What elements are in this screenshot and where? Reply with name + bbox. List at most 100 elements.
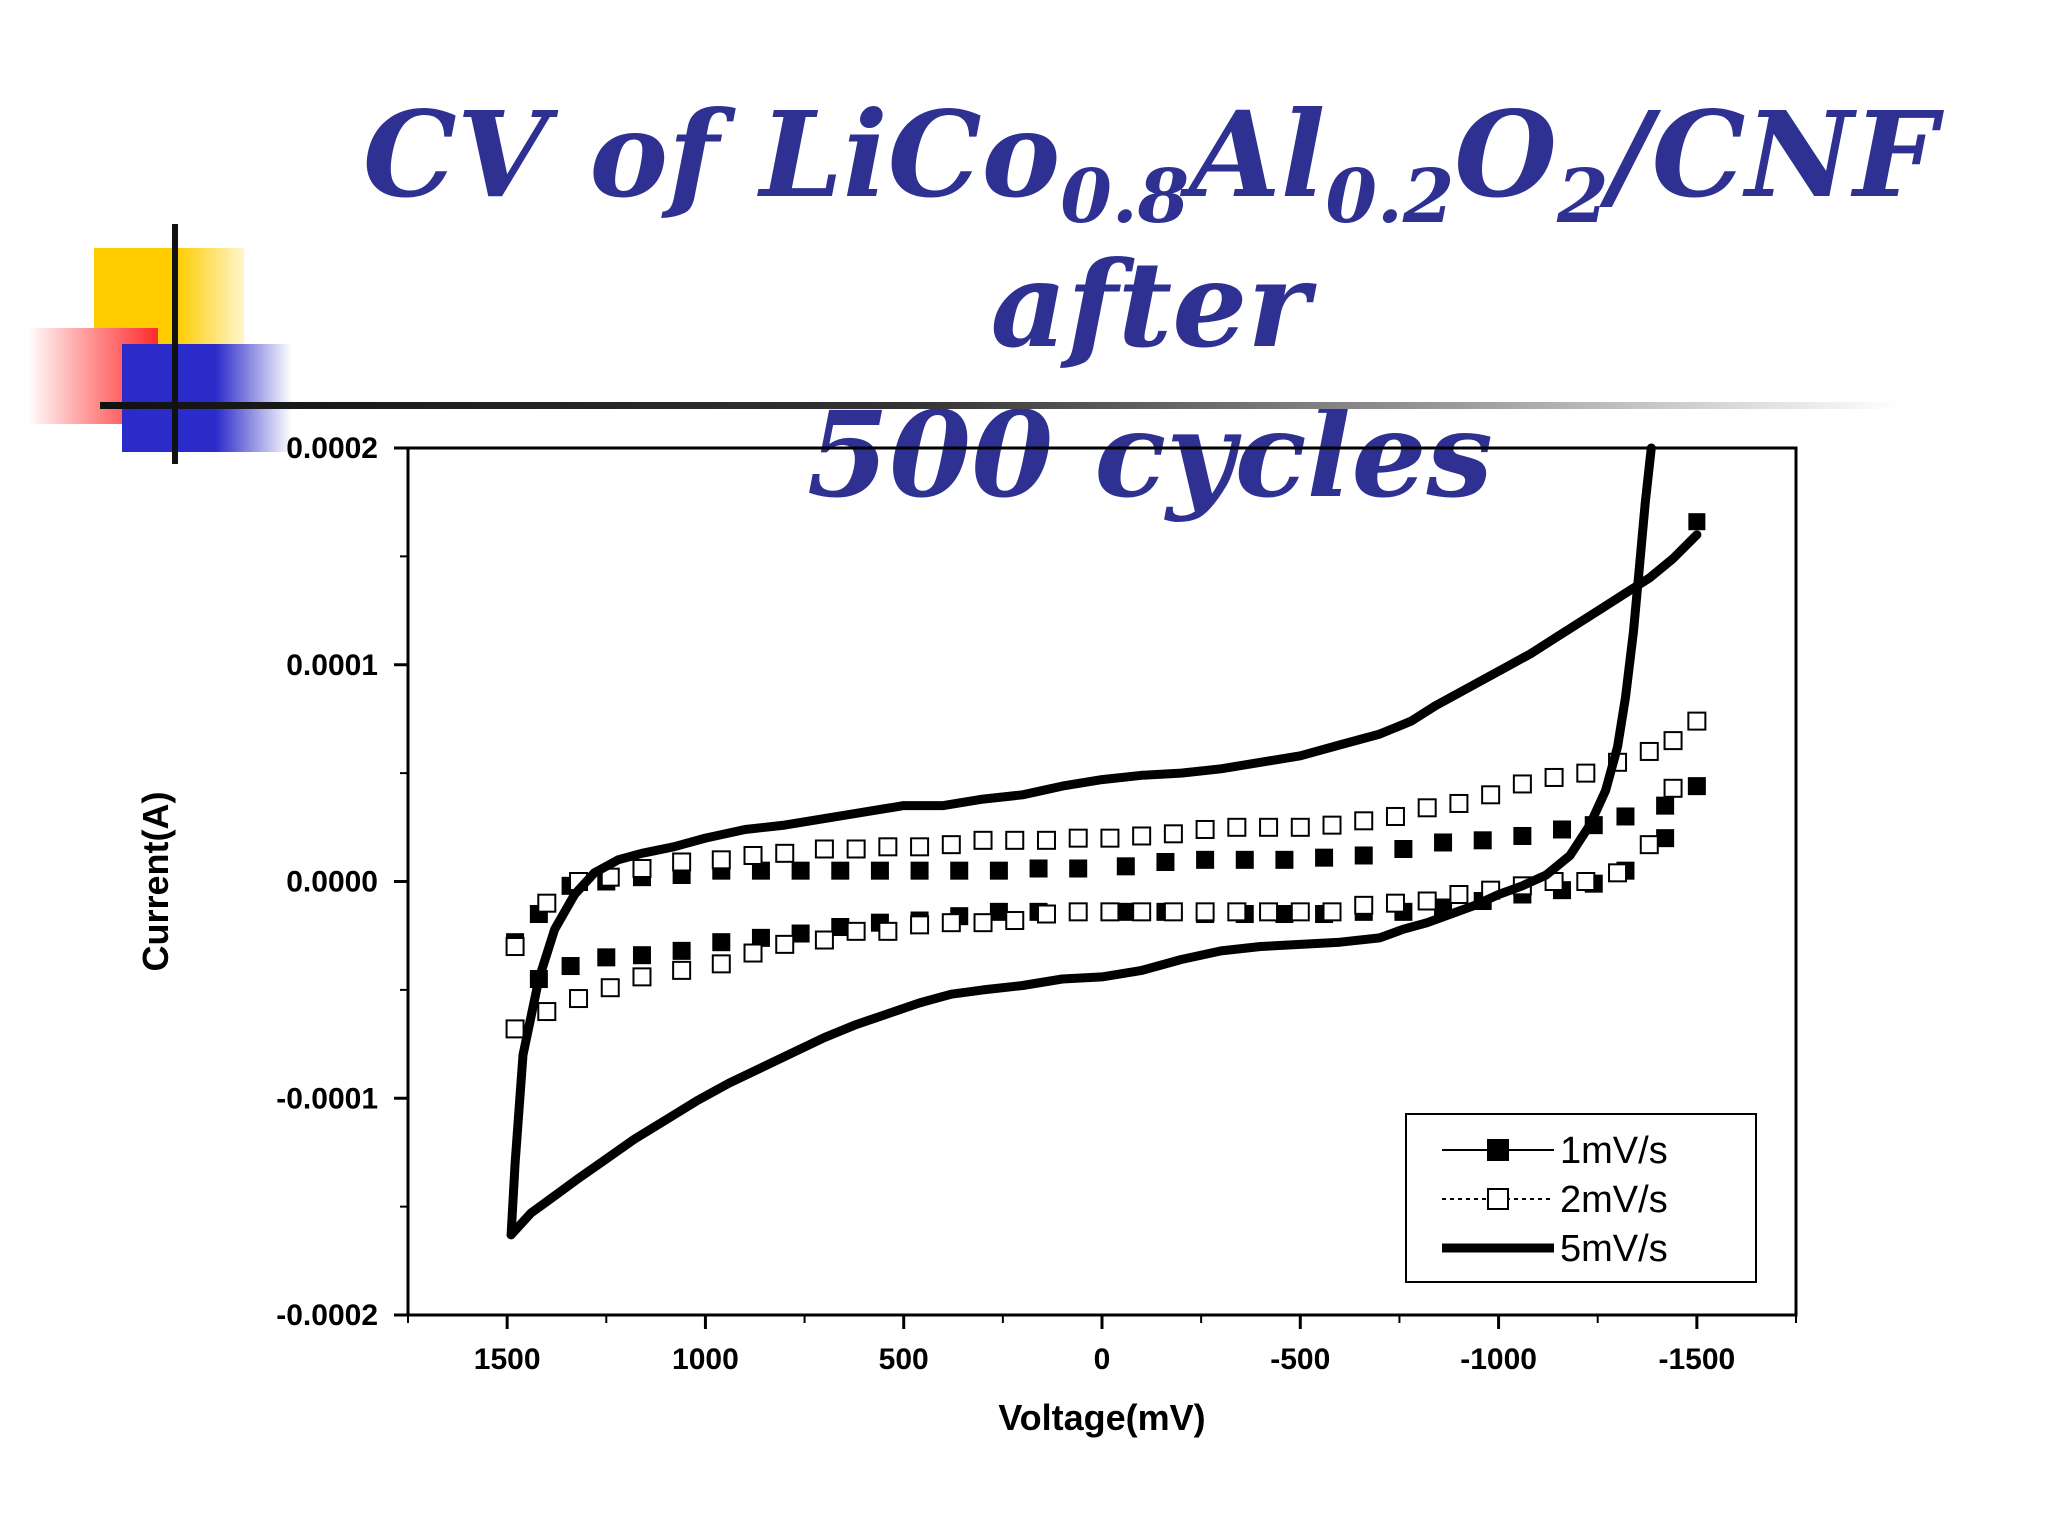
title-text-1: CV of LiCo [362,85,1061,224]
x-tick-label: -1000 [1460,1343,1537,1376]
x-tick-label: 1500 [474,1343,541,1376]
data-point [1100,828,1120,848]
data-point [1544,767,1564,787]
data-point [1513,826,1532,845]
y-tick-label: -0.0002 [276,1299,378,1332]
data-point [1354,846,1373,865]
data-point [910,861,929,880]
data-point [632,858,652,878]
series-line-upper [506,530,1702,1240]
data-point [1473,831,1492,850]
data-point [1385,893,1405,913]
data-point [597,948,616,967]
legend-label: 2mV/s [1560,1179,1668,1221]
y-axis: 0.0002 0.0001 0.0000 -0.0001 -0.0002 [276,432,408,1332]
title-subscript-1: 0.8 [1060,153,1190,240]
legend-label: 1mV/s [1560,1130,1668,1172]
data-point [1235,850,1254,869]
data-point [1036,904,1056,924]
data-point [711,954,731,974]
data-point [910,837,930,857]
data-point [1656,829,1675,848]
y-tick-label: -0.0001 [276,1082,378,1115]
data-point [1417,798,1437,818]
series-layer [505,443,1707,1240]
data-point [1512,774,1532,794]
data-point [1005,830,1025,850]
data-point [1663,731,1683,751]
data-point [672,852,692,872]
series-5mV/s [506,443,1702,1240]
legend-item: 5mV/s [1442,1228,1668,1270]
data-point [505,1019,525,1039]
data-point [1616,807,1635,826]
x-axis-title: Voltage(mV) [998,1397,1205,1438]
data-point [1029,859,1048,878]
data-point [1036,830,1056,850]
data-point [1068,902,1088,922]
data-point [1639,835,1659,855]
x-tick-label: 1000 [672,1343,739,1376]
data-point [941,913,961,933]
title-text-2: Al [1189,85,1326,224]
data-point [1156,852,1175,871]
data-point [1322,815,1342,835]
x-tick-label: 500 [879,1343,929,1376]
legend-item: 1mV/s [1442,1130,1668,1172]
data-point [561,957,580,976]
data-point [1608,863,1628,883]
decor-blue-square [122,344,292,452]
data-point [775,934,795,954]
data-point [878,921,898,941]
data-point [1315,848,1334,867]
data-point [1687,711,1707,731]
data-point [1354,895,1374,915]
data-point [791,924,810,943]
data-point [1116,857,1135,876]
data-point [1227,902,1247,922]
data-point [632,946,651,965]
data-point [672,960,692,980]
data-point [632,967,652,987]
data-point [1259,902,1279,922]
data-point [989,861,1008,880]
legend-swatch-marker [1487,1188,1509,1210]
data-point [973,830,993,850]
data-point [1688,513,1706,531]
data-point [1290,817,1310,837]
data-point [1163,902,1183,922]
data-point [1068,828,1088,848]
data-point [814,930,834,950]
decor-horizontal-rule [100,402,1900,409]
data-point [1069,859,1088,878]
data-point [1394,839,1413,858]
data-point [1553,820,1572,839]
data-point [1576,872,1596,891]
data-point [846,921,866,941]
data-point [1434,833,1453,852]
x-tick-label: 0 [1094,1343,1111,1376]
y-tick-label: 0.0001 [286,649,378,682]
title-text-4: /CNF after [990,85,1938,374]
legend-item: 2mV/s [1442,1179,1668,1221]
data-point [1656,796,1675,815]
data-point [1449,793,1469,813]
data-point [1663,778,1683,798]
data-point [1385,806,1405,826]
data-point [941,835,961,855]
legend-label: 5mV/s [1560,1228,1668,1270]
data-point [1227,817,1247,837]
data-point [791,861,810,880]
data-point [1163,824,1183,844]
data-point [600,978,620,998]
data-point [1132,902,1152,922]
data-point [831,861,850,880]
series-line-lower [506,443,1656,1240]
decor-vertical-rule [172,224,178,464]
data-point [775,843,795,863]
data-point [1116,902,1135,921]
data-point [814,839,834,859]
data-point [950,861,969,880]
title-subscript-3: 2 [1557,153,1609,240]
data-point [1417,891,1437,911]
